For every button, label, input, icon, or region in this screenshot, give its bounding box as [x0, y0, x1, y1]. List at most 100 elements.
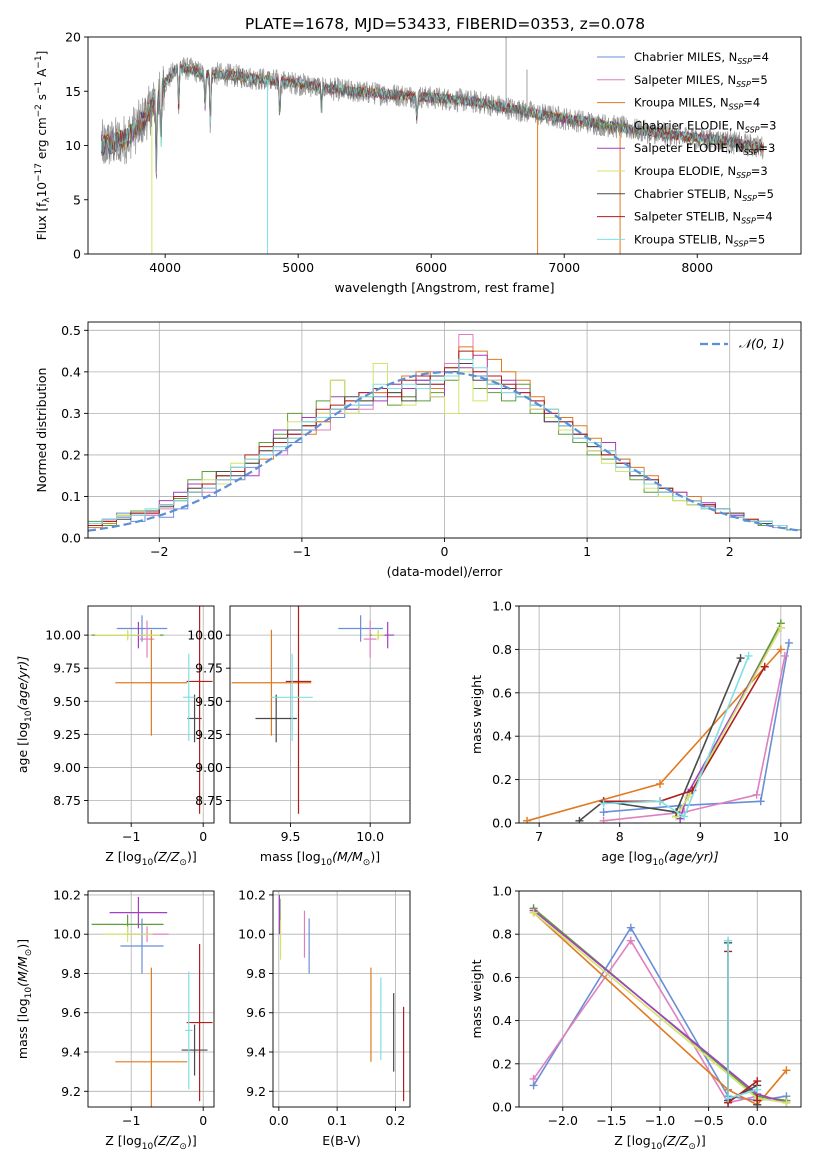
label-part: mass [log	[260, 849, 321, 864]
label-part: age [log	[601, 849, 652, 864]
y-tick-label: 0.3	[61, 406, 81, 421]
weight-marker	[744, 651, 753, 660]
legend-entry: 𝒩(0, 1)	[739, 336, 785, 351]
errorbar-point	[185, 971, 193, 1090]
weight-marker	[752, 790, 761, 799]
label-part: =5	[748, 232, 765, 246]
x-tick-label: −1	[293, 544, 311, 559]
weight-series	[724, 936, 762, 1103]
y-tick-label: 10	[65, 138, 81, 153]
weight-marker	[599, 799, 608, 808]
label-part: ]	[35, 51, 49, 56]
x-tick-label: 0	[199, 829, 207, 844]
weight-marker	[684, 792, 693, 801]
axes-frame	[229, 605, 411, 824]
y-tick-label: 9.00	[195, 760, 223, 775]
x-tick-label: 0.2	[385, 1113, 405, 1128]
weight-marker	[575, 816, 584, 823]
weight-marker	[626, 923, 635, 932]
y-tick-label: 0.2	[61, 447, 81, 462]
x-tick-label: 7	[535, 829, 543, 844]
legend-entry: Chabrier MILES, NSSP=4	[634, 50, 769, 66]
weight-line	[727, 942, 758, 1105]
label-part: A	[35, 68, 49, 81]
label-part: Kroupa ELODIE, N	[634, 164, 736, 178]
legend-entry: Salpeter ELODIE, NSSP=3	[634, 141, 775, 157]
weight-series	[599, 651, 753, 821]
axes-frame	[518, 605, 802, 824]
errorbar-point	[186, 606, 213, 814]
weight-marker	[599, 808, 608, 817]
label-part: =3	[760, 118, 777, 132]
x-axis-label: Z [log10(Z/Z⊙)]	[614, 1133, 705, 1152]
weight-series	[599, 662, 769, 806]
y-tick-label: 9.4	[61, 1045, 81, 1060]
label-part: )]	[187, 849, 197, 864]
legend-entry: Kroupa MILES, NSSP=4	[634, 96, 760, 112]
errorbar-point	[186, 944, 213, 1102]
weight-marker	[753, 1096, 762, 1105]
y-tick-label: 9.8	[246, 966, 266, 981]
y-tick-label: 0	[73, 247, 81, 262]
errorbar-point	[116, 615, 168, 642]
weight-line	[526, 648, 782, 822]
errorbar-point	[338, 615, 383, 642]
x-tick-label: 0	[441, 544, 449, 559]
label-part: =4	[752, 50, 769, 64]
plot-area	[529, 904, 791, 1107]
y-axis-label: Normed distribution	[34, 368, 49, 493]
label-part: Salpeter STELIB, N	[634, 210, 741, 224]
label-part: Chabrier MILES, N	[634, 50, 737, 64]
x-axis-label: mass [log10(M/M⊙)]	[260, 849, 380, 868]
label-part: SSP	[744, 148, 759, 157]
x-axis-label: age [log10(age/yr)]	[601, 849, 718, 868]
y-tick-label: 0.8	[492, 927, 512, 942]
y-tick-label: 1.0	[492, 599, 512, 614]
normal-curve	[88, 371, 799, 532]
y-tick-label: 0.2	[492, 772, 512, 787]
weight-marker	[776, 645, 785, 654]
y-tick-label: 9.50	[53, 694, 81, 709]
weight-marker	[626, 936, 635, 945]
weight-marker	[724, 936, 733, 945]
y-tick-label: 10.00	[45, 628, 81, 643]
y-tick-label: 0.8	[492, 642, 512, 657]
label-part: SSP	[741, 217, 756, 226]
label-part: (Z/Z	[153, 1133, 180, 1148]
label-part: 10	[35, 182, 49, 197]
label-part: Z [log	[105, 849, 141, 864]
y-tick-label: 20	[65, 30, 81, 45]
histogram-legend: 𝒩(0, 1)	[700, 336, 785, 351]
errorbar-point	[183, 653, 195, 741]
label-part: ⊙	[179, 858, 187, 868]
label-part: )]	[696, 1133, 706, 1148]
plot-area	[100, 37, 765, 254]
legend-entry: Kroupa STELIB, NSSP=5	[634, 232, 765, 248]
y-tick-label: 0.6	[492, 685, 512, 700]
y-tick-label: 9.50	[195, 694, 223, 709]
weight-series	[523, 645, 785, 823]
x-axis-label: wavelength [Angstrom, rest frame]	[334, 280, 554, 295]
x-tick-label: −1	[122, 1113, 140, 1128]
label-part: 10	[24, 987, 34, 999]
mass-vs-metallicity-panel: −1 09.29.49.69.810.010.2Z [log10(Z/Z⊙)]ma…	[15, 887, 215, 1152]
x-tick-label: 6000	[415, 260, 447, 275]
plot-area	[523, 619, 793, 823]
x-tick-label: 4000	[149, 260, 181, 275]
y-tick-label: 0.6	[492, 970, 512, 985]
y-tick-label: 10.0	[53, 927, 81, 942]
weight-marker	[529, 1074, 538, 1083]
y-tick-label: 0.4	[492, 1013, 512, 1028]
y-tick-label: 9.6	[61, 1005, 81, 1020]
x-axis-label: (data-model)/error	[387, 564, 504, 579]
weight-marker	[680, 812, 689, 821]
weight-series	[599, 651, 789, 823]
x-tick-label: −1.0	[645, 1113, 675, 1128]
errorbar-point	[115, 967, 188, 1107]
label-part: =3	[751, 164, 768, 178]
weight-line	[727, 951, 758, 1105]
weight-marker	[656, 779, 664, 788]
y-tick-label: 9.75	[53, 661, 81, 676]
label-part: −2	[34, 104, 44, 117]
